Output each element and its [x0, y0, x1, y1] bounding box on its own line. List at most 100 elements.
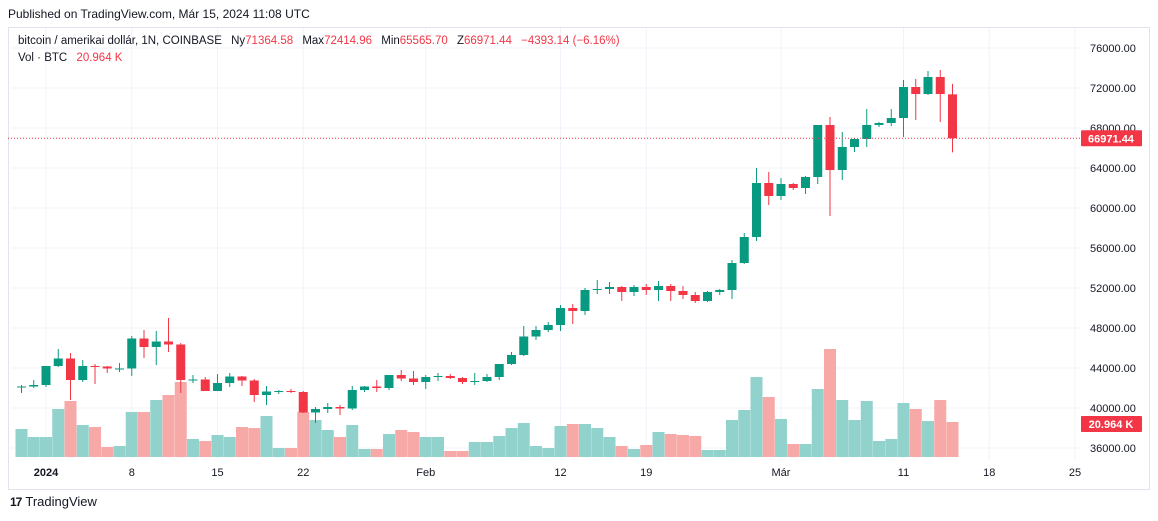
- y-tick-label: 72000.00: [1090, 83, 1136, 95]
- x-tick-label: 19: [640, 467, 652, 479]
- volume-bar: [750, 377, 763, 457]
- tradingview-footer[interactable]: 17 TradingView: [10, 494, 97, 509]
- change-value: −4393.14 (−6.16%): [521, 35, 620, 47]
- candle-body: [225, 376, 235, 383]
- volume-bar: [615, 446, 628, 457]
- volume-bar: [811, 389, 824, 457]
- volume-bar: [199, 441, 212, 457]
- candle-body: [323, 407, 333, 409]
- candle-body: [384, 375, 394, 388]
- x-tick-label: 15: [211, 467, 223, 479]
- volume-bar: [248, 428, 261, 457]
- volume-bar: [444, 451, 457, 457]
- candle-body: [837, 147, 847, 170]
- candle-body: [482, 377, 492, 381]
- candle-body: [298, 392, 308, 413]
- volume-bar: [860, 401, 873, 457]
- volume-bar: [873, 441, 885, 457]
- candle-body: [360, 386, 369, 390]
- candle-body: [874, 123, 884, 125]
- x-tick-label: Már: [772, 467, 791, 479]
- volume-bar: [554, 426, 567, 457]
- candle-body: [641, 287, 651, 290]
- candle-body: [311, 409, 320, 413]
- volume-bar: [236, 427, 248, 457]
- candle-body: [470, 381, 480, 382]
- volume-bar: [272, 448, 285, 457]
- volume-bar: [419, 437, 432, 457]
- volume-bar: [652, 432, 665, 457]
- volume-bar: [762, 397, 775, 457]
- candle-body: [617, 287, 627, 292]
- candle-body: [886, 118, 896, 123]
- volume-bar: [113, 446, 126, 457]
- open-label: Ny: [231, 35, 246, 47]
- candle-body: [543, 325, 553, 330]
- close-value: 66971.44: [463, 35, 512, 47]
- x-tick-label: 12: [554, 467, 566, 479]
- candle-body: [421, 377, 431, 382]
- candle-body: [825, 125, 835, 170]
- volume-bar: [64, 401, 77, 457]
- candle-body: [262, 391, 271, 395]
- volume-bar: [383, 434, 395, 457]
- candle-body: [53, 358, 63, 366]
- volume-bar: [15, 429, 28, 457]
- candle-body: [948, 94, 957, 139]
- candle-body: [703, 292, 712, 301]
- low-value: 65565.70: [399, 35, 448, 47]
- candle-body: [605, 287, 614, 289]
- volume-bar: [922, 421, 934, 457]
- candle-body: [213, 383, 222, 391]
- candle-body: [776, 184, 786, 196]
- volume-bar: [775, 419, 787, 457]
- x-tick-label: Feb: [416, 467, 435, 479]
- candle-body: [151, 341, 161, 347]
- grid: [8, 28, 1080, 459]
- candle-body: [654, 286, 663, 290]
- volume-bar: [542, 448, 555, 457]
- candle-body: [249, 380, 259, 395]
- volume-bar: [334, 437, 346, 457]
- candle-body: [29, 385, 39, 387]
- volume-bar: [40, 437, 52, 457]
- volume-bar: [591, 428, 604, 457]
- volume-bar: [726, 420, 738, 457]
- candle-body: [580, 290, 590, 311]
- candle-body: [286, 391, 296, 392]
- volume-bar: [162, 395, 175, 457]
- candle-body: [458, 378, 467, 382]
- last-price-label: 66971.44: [1088, 133, 1135, 145]
- volume-bar: [76, 425, 89, 457]
- candle-body: [911, 87, 921, 94]
- volume-bar: [346, 425, 359, 457]
- volume-bar: [358, 449, 371, 457]
- volume-label: Vol · BTC: [18, 52, 68, 64]
- candle-body: [78, 366, 88, 380]
- volume-bar: [321, 430, 334, 457]
- candle-body: [17, 386, 26, 388]
- open-value: 71364.58: [245, 35, 294, 47]
- candle-body: [519, 336, 529, 355]
- candle-body: [690, 295, 700, 301]
- volume-bar: [640, 445, 653, 457]
- candle-body: [801, 177, 810, 188]
- chart-frame[interactable]: [8, 27, 1150, 490]
- candle-body: [727, 263, 737, 290]
- volume-bar: [370, 449, 383, 457]
- volume-bar: [89, 427, 101, 457]
- volume-bar: [799, 444, 812, 457]
- volume-bar: [701, 450, 714, 457]
- volume-bar: [934, 400, 947, 457]
- candle-body: [862, 125, 872, 139]
- volume-bar: [468, 442, 481, 457]
- volume-bar: [689, 436, 702, 457]
- volume-bar: [493, 436, 506, 457]
- candle-body: [507, 355, 516, 364]
- candle-body: [127, 338, 137, 369]
- volume-bar: [579, 424, 591, 457]
- last-price-badge: [1081, 130, 1142, 147]
- volume-bar: [517, 423, 530, 457]
- candle-body: [445, 376, 455, 378]
